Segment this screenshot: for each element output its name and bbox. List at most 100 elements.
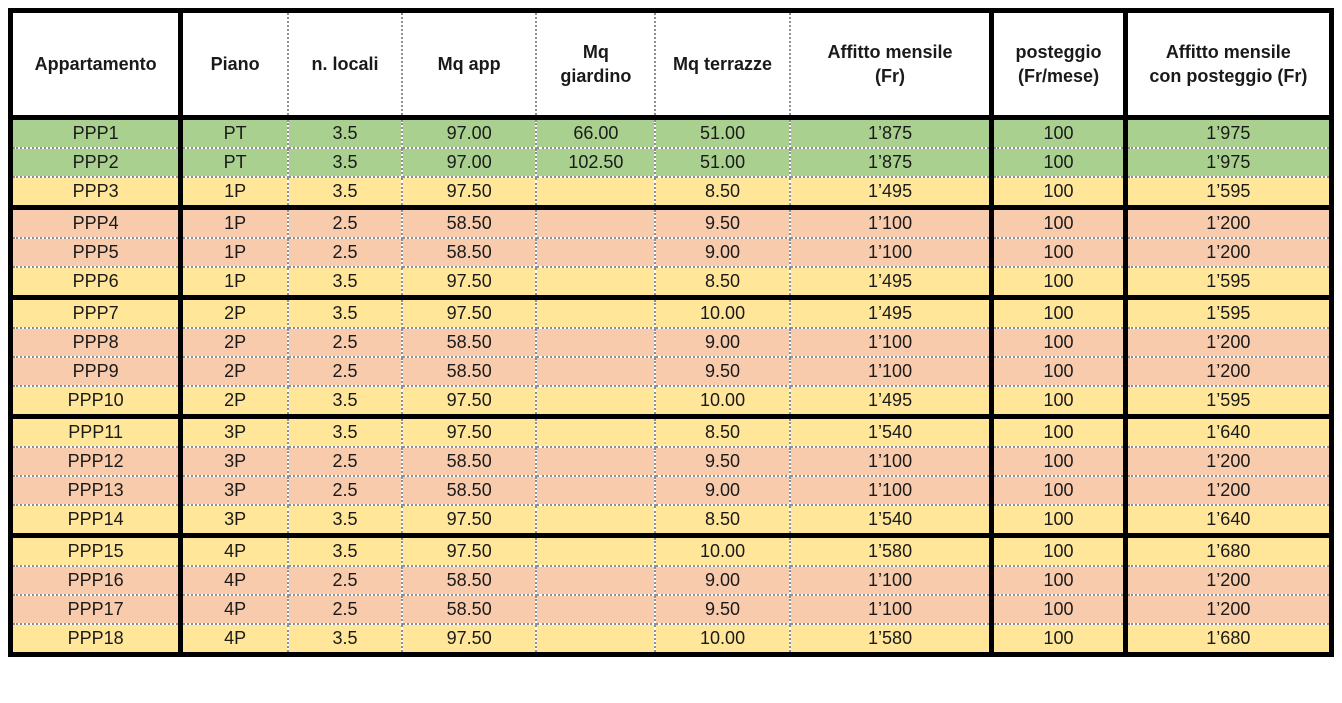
table-row-ppp4: PPP4 1P 2.5 58.50 9.50 1’100 100 1’200 bbox=[10, 206, 1332, 239]
cell-appartamento: PPP4 bbox=[10, 206, 182, 239]
cell-mq_app: 97.50 bbox=[401, 266, 538, 300]
cell-mq_giardino bbox=[535, 446, 657, 477]
cell-affitto_mensile: 1’100 bbox=[788, 446, 993, 477]
cell-affitto_posteggio: 1’640 bbox=[1122, 504, 1332, 538]
cell-mq_app: 58.50 bbox=[401, 356, 538, 387]
cell-mq_giardino bbox=[535, 623, 657, 655]
cell-n_locali: 2.5 bbox=[286, 356, 404, 387]
cell-piano: 2P bbox=[178, 356, 289, 387]
cell-mq_giardino bbox=[535, 534, 657, 567]
cell-affitto_mensile: 1’495 bbox=[788, 176, 993, 210]
cell-mq_terrazze: 9.50 bbox=[654, 206, 791, 239]
table-row-ppp8: PPP8 2P 2.5 58.50 9.00 1’100 100 1’200 bbox=[10, 327, 1332, 358]
cell-n_locali: 3.5 bbox=[286, 147, 404, 178]
cell-posteggio: 100 bbox=[989, 415, 1127, 448]
cell-mq_app: 97.50 bbox=[401, 623, 538, 655]
cell-piano: 1P bbox=[178, 206, 289, 239]
cell-appartamento: PPP11 bbox=[10, 415, 182, 448]
cell-mq_giardino bbox=[535, 565, 657, 596]
cell-mq_terrazze: 9.00 bbox=[654, 237, 791, 268]
cell-mq_terrazze: 10.00 bbox=[654, 296, 791, 329]
cell-mq_giardino bbox=[535, 266, 657, 300]
table-body: PPP1 PT 3.5 97.00 66.00 51.00 1’875 100 1’975 PPP… bbox=[10, 116, 1332, 655]
cell-n_locali: 3.5 bbox=[286, 415, 404, 448]
table-row-ppp9: PPP9 2P 2.5 58.50 9.50 1’100 100 1’200 bbox=[10, 356, 1332, 387]
cell-mq_giardino bbox=[535, 356, 657, 387]
cell-mq_app: 97.50 bbox=[401, 415, 538, 448]
cell-mq_giardino bbox=[535, 504, 657, 538]
cell-affitto_mensile: 1’100 bbox=[788, 594, 993, 625]
table-row-ppp1: PPP1 PT 3.5 97.00 66.00 51.00 1’875 100 1’975 bbox=[10, 116, 1332, 149]
cell-mq_terrazze: 9.00 bbox=[654, 475, 791, 506]
cell-affitto_posteggio: 1’680 bbox=[1122, 623, 1332, 655]
cell-posteggio: 100 bbox=[989, 594, 1127, 625]
cell-affitto_mensile: 1’100 bbox=[788, 475, 993, 506]
cell-mq_giardino bbox=[535, 237, 657, 268]
cell-affitto_posteggio: 1’200 bbox=[1122, 565, 1332, 596]
cell-mq_app: 58.50 bbox=[401, 594, 538, 625]
cell-appartamento: PPP3 bbox=[10, 176, 182, 210]
cell-posteggio: 100 bbox=[989, 446, 1127, 477]
cell-appartamento: PPP17 bbox=[10, 594, 182, 625]
table-row-ppp15: PPP15 4P 3.5 97.50 10.00 1’580 100 1’680 bbox=[10, 534, 1332, 567]
cell-n_locali: 3.5 bbox=[286, 266, 404, 300]
header-row: Appartamento Piano n. locali Mq app Mq giard… bbox=[10, 10, 1332, 120]
cell-n_locali: 2.5 bbox=[286, 594, 404, 625]
cell-appartamento: PPP9 bbox=[10, 356, 182, 387]
cell-posteggio: 100 bbox=[989, 356, 1127, 387]
cell-n_locali: 2.5 bbox=[286, 565, 404, 596]
cell-mq_giardino bbox=[535, 296, 657, 329]
cell-affitto_mensile: 1’580 bbox=[788, 534, 993, 567]
table-row-ppp13: PPP13 3P 2.5 58.50 9.00 1’100 100 1’200 bbox=[10, 475, 1332, 506]
cell-mq_terrazze: 8.50 bbox=[654, 176, 791, 210]
cell-appartamento: PPP18 bbox=[10, 623, 182, 655]
cell-affitto_mensile: 1’100 bbox=[788, 327, 993, 358]
cell-piano: 1P bbox=[178, 176, 289, 210]
cell-mq_app: 58.50 bbox=[401, 565, 538, 596]
cell-posteggio: 100 bbox=[989, 176, 1127, 210]
cell-affitto_posteggio: 1’595 bbox=[1122, 266, 1332, 300]
cell-mq_app: 97.50 bbox=[401, 296, 538, 329]
cell-piano: 2P bbox=[178, 296, 289, 329]
cell-posteggio: 100 bbox=[989, 475, 1127, 506]
cell-mq_terrazze: 10.00 bbox=[654, 623, 791, 655]
cell-posteggio: 100 bbox=[989, 565, 1127, 596]
cell-affitto_posteggio: 1’595 bbox=[1122, 176, 1332, 210]
cell-affitto_posteggio: 1’595 bbox=[1122, 296, 1332, 329]
cell-piano: 3P bbox=[178, 415, 289, 448]
cell-affitto_posteggio: 1’200 bbox=[1122, 594, 1332, 625]
table-row-ppp16: PPP16 4P 2.5 58.50 9.00 1’100 100 1’200 bbox=[10, 565, 1332, 596]
cell-piano: 4P bbox=[178, 565, 289, 596]
cell-appartamento: PPP12 bbox=[10, 446, 182, 477]
cell-mq_giardino bbox=[535, 206, 657, 239]
cell-mq_giardino bbox=[535, 475, 657, 506]
cell-affitto_mensile: 1’580 bbox=[788, 623, 993, 655]
cell-appartamento: PPP16 bbox=[10, 565, 182, 596]
cell-n_locali: 3.5 bbox=[286, 623, 404, 655]
column-header-piano: Piano bbox=[178, 10, 289, 120]
cell-mq_app: 97.00 bbox=[401, 147, 538, 178]
cell-affitto_posteggio: 1’640 bbox=[1122, 415, 1332, 448]
cell-affitto_mensile: 1’100 bbox=[788, 565, 993, 596]
cell-appartamento: PPP13 bbox=[10, 475, 182, 506]
cell-n_locali: 3.5 bbox=[286, 296, 404, 329]
cell-affitto_posteggio: 1’200 bbox=[1122, 206, 1332, 239]
cell-affitto_mensile: 1’495 bbox=[788, 266, 993, 300]
cell-affitto_mensile: 1’100 bbox=[788, 237, 993, 268]
cell-affitto_posteggio: 1’200 bbox=[1122, 446, 1332, 477]
table-row-ppp2: PPP2 PT 3.5 97.00 102.50 51.00 1’875 100 1’975 bbox=[10, 147, 1332, 178]
table-header: Appartamento Piano n. locali Mq app Mq giard… bbox=[10, 10, 1332, 120]
cell-posteggio: 100 bbox=[989, 266, 1127, 300]
cell-affitto_posteggio: 1’200 bbox=[1122, 327, 1332, 358]
cell-piano: 4P bbox=[178, 594, 289, 625]
table-row-ppp6: PPP6 1P 3.5 97.50 8.50 1’495 100 1’595 bbox=[10, 266, 1332, 300]
cell-piano: 3P bbox=[178, 504, 289, 538]
cell-mq_giardino: 66.00 bbox=[535, 116, 657, 149]
cell-appartamento: PPP5 bbox=[10, 237, 182, 268]
cell-piano: 1P bbox=[178, 266, 289, 300]
cell-mq_app: 97.00 bbox=[401, 116, 538, 149]
cell-n_locali: 3.5 bbox=[286, 504, 404, 538]
cell-affitto_mensile: 1’540 bbox=[788, 504, 993, 538]
cell-mq_terrazze: 9.00 bbox=[654, 565, 791, 596]
